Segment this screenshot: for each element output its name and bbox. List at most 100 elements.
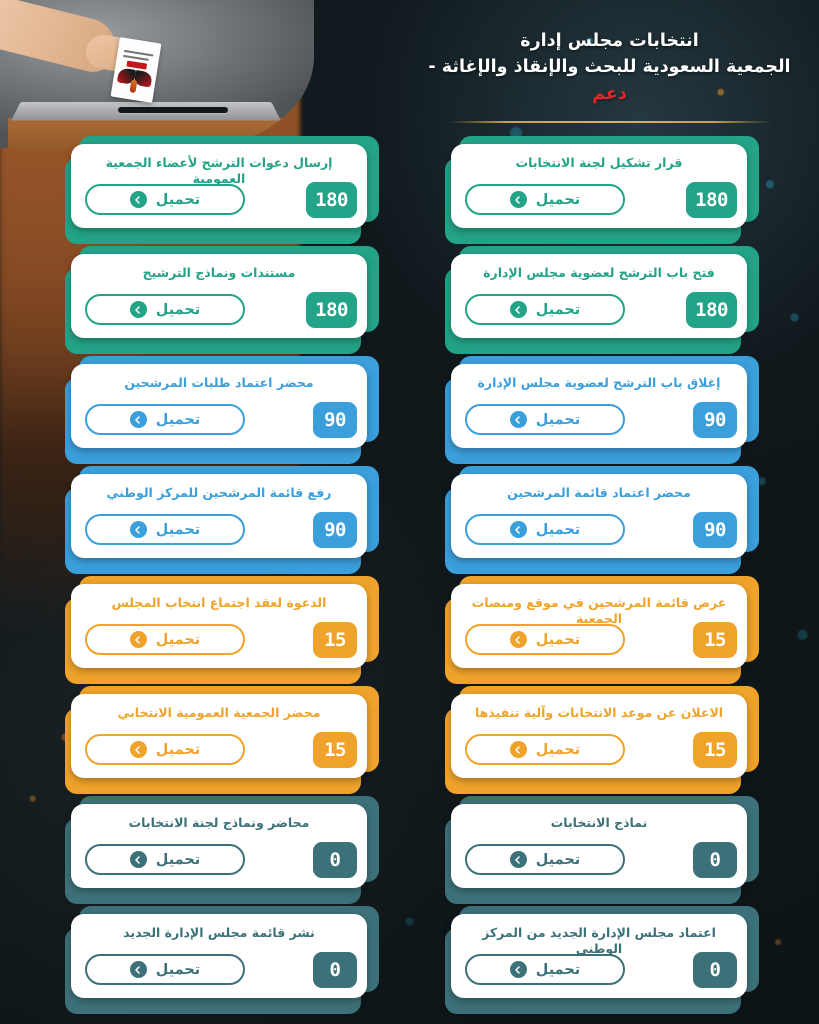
chevron-right-icon bbox=[129, 301, 147, 318]
document-card[interactable]: فتح باب الترشح لعضوية مجلس الإدارة 180 تحم… bbox=[437, 246, 759, 354]
download-button-label: تحميل bbox=[535, 301, 581, 318]
card-title: عرض قائمة المرشحين في موقع ومنصات الجمعي… bbox=[471, 595, 727, 626]
download-button[interactable]: تحميل bbox=[85, 734, 245, 765]
header-title-line2: الجمعية السعودية للبحث والإنقاذ والإغاثة… bbox=[428, 57, 791, 78]
document-card[interactable]: محاضر ونماذج لجنة الانتخابات 0 تحميل bbox=[57, 796, 379, 904]
document-card[interactable]: محضر اعتماد طلبات المرشحين 90 تحميل bbox=[57, 356, 379, 464]
card-title: رفع قائمة المرشحين للمركز الوطني bbox=[106, 485, 332, 500]
card-title: إغلاق باب الترشح لعضوية مجلس الإدارة bbox=[477, 375, 721, 390]
chevron-right-icon bbox=[129, 521, 147, 538]
download-button[interactable]: تحميل bbox=[85, 404, 245, 435]
download-button[interactable]: تحميل bbox=[465, 954, 625, 985]
download-button[interactable]: تحميل bbox=[85, 294, 245, 325]
download-button[interactable]: تحميل bbox=[85, 514, 245, 545]
document-card[interactable]: محضر الجمعية العمومية الانتخابي 15 تحميل bbox=[57, 686, 379, 794]
download-button[interactable]: تحميل bbox=[465, 514, 625, 545]
chevron-right-icon bbox=[129, 191, 147, 208]
card-surface[interactable]: الاعلان عن موعد الانتخابات وآلية تنفيذها… bbox=[451, 694, 747, 778]
card-surface[interactable]: إرسال دعوات الترشح لأعضاء الجمعية العموم… bbox=[71, 144, 367, 228]
card-count-badge: 180 bbox=[306, 182, 357, 218]
document-card[interactable]: نماذج الانتخابات 0 تحميل bbox=[437, 796, 759, 904]
card-title: مستندات ونماذج الترشيح bbox=[142, 265, 296, 280]
header-title-line1: انتخابات مجلس إدارة bbox=[520, 31, 699, 51]
card-count-badge: 15 bbox=[693, 732, 737, 768]
document-card[interactable]: قرار تشكيل لجنة الانتخابات 180 تحميل bbox=[437, 136, 759, 244]
download-button-label: تحميل bbox=[155, 521, 201, 538]
card-count-badge: 90 bbox=[693, 402, 737, 438]
download-button-label: تحميل bbox=[535, 521, 581, 538]
document-card[interactable]: إغلاق باب الترشح لعضوية مجلس الإدارة 90 تح… bbox=[437, 356, 759, 464]
document-card[interactable]: الاعلان عن موعد الانتخابات وآلية تنفيذها… bbox=[437, 686, 759, 794]
download-button[interactable]: تحميل bbox=[465, 294, 625, 325]
chevron-right-icon bbox=[509, 631, 527, 648]
card-count-badge: 0 bbox=[313, 842, 357, 878]
document-card[interactable]: الدعوة لعقد اجتماع انتخاب المجلس 15 تحميل bbox=[57, 576, 379, 684]
card-surface[interactable]: محاضر ونماذج لجنة الانتخابات 0 تحميل bbox=[71, 804, 367, 888]
document-card[interactable]: عرض قائمة المرشحين في موقع ومنصات الجمعي… bbox=[437, 576, 759, 684]
download-button-label: تحميل bbox=[535, 851, 581, 868]
download-button[interactable]: تحميل bbox=[465, 404, 625, 435]
download-button[interactable]: تحميل bbox=[85, 184, 245, 215]
document-card[interactable]: إرسال دعوات الترشح لأعضاء الجمعية العموم… bbox=[57, 136, 379, 244]
card-surface[interactable]: إغلاق باب الترشح لعضوية مجلس الإدارة 90 تح… bbox=[451, 364, 747, 448]
download-button[interactable]: تحميل bbox=[465, 844, 625, 875]
download-button-label: تحميل bbox=[155, 631, 201, 648]
card-count-badge: 180 bbox=[686, 182, 737, 218]
card-count-badge: 90 bbox=[693, 512, 737, 548]
card-title: محضر الجمعية العمومية الانتخابي bbox=[117, 705, 321, 720]
download-button-label: تحميل bbox=[535, 631, 581, 648]
card-surface[interactable]: نماذج الانتخابات 0 تحميل bbox=[451, 804, 747, 888]
card-count-badge: 0 bbox=[693, 842, 737, 878]
card-surface[interactable]: رفع قائمة المرشحين للمركز الوطني 90 تحميل bbox=[71, 474, 367, 558]
card-title: نشر قائمة مجلس الإدارة الجديد bbox=[123, 925, 315, 940]
download-button-label: تحميل bbox=[155, 411, 201, 428]
download-button[interactable]: تحميل bbox=[85, 844, 245, 875]
document-card[interactable]: رفع قائمة المرشحين للمركز الوطني 90 تحميل bbox=[57, 466, 379, 574]
download-button[interactable]: تحميل bbox=[85, 624, 245, 655]
card-count-badge: 15 bbox=[313, 732, 357, 768]
chevron-right-icon bbox=[129, 961, 147, 978]
download-button-label: تحميل bbox=[155, 741, 201, 758]
card-title: نماذج الانتخابات bbox=[550, 815, 648, 830]
document-card[interactable]: مستندات ونماذج الترشيح 180 تحميل bbox=[57, 246, 379, 354]
card-title: محاضر ونماذج لجنة الانتخابات bbox=[128, 815, 310, 830]
card-count-badge: 90 bbox=[313, 402, 357, 438]
chevron-right-icon bbox=[129, 851, 147, 868]
header-divider bbox=[448, 120, 771, 123]
card-count-badge: 180 bbox=[306, 292, 357, 328]
card-surface[interactable]: محضر اعتماد طلبات المرشحين 90 تحميل bbox=[71, 364, 367, 448]
download-button[interactable]: تحميل bbox=[85, 954, 245, 985]
card-title: الاعلان عن موعد الانتخابات وآلية تنفيذها bbox=[474, 705, 724, 720]
card-surface[interactable]: فتح باب الترشح لعضوية مجلس الإدارة 180 تحم… bbox=[451, 254, 747, 338]
download-button[interactable]: تحميل bbox=[465, 734, 625, 765]
download-button[interactable]: تحميل bbox=[465, 624, 625, 655]
card-surface[interactable]: عرض قائمة المرشحين في موقع ومنصات الجمعي… bbox=[451, 584, 747, 668]
card-surface[interactable]: محضر اعتماد قائمة المرشحين 90 تحميل bbox=[451, 474, 747, 558]
card-surface[interactable]: الدعوة لعقد اجتماع انتخاب المجلس 15 تحميل bbox=[71, 584, 367, 668]
card-title: إرسال دعوات الترشح لأعضاء الجمعية العموم… bbox=[105, 155, 333, 186]
download-button-label: تحميل bbox=[535, 741, 581, 758]
download-button[interactable]: تحميل bbox=[465, 184, 625, 215]
document-card[interactable]: محضر اعتماد قائمة المرشحين 90 تحميل bbox=[437, 466, 759, 574]
chevron-right-icon bbox=[509, 301, 527, 318]
chevron-right-icon bbox=[509, 521, 527, 538]
card-count-badge: 15 bbox=[693, 622, 737, 658]
document-card[interactable]: نشر قائمة مجلس الإدارة الجديد 0 تحميل bbox=[57, 906, 379, 1014]
card-count-badge: 180 bbox=[686, 292, 737, 328]
chevron-right-icon bbox=[129, 741, 147, 758]
card-count-badge: 15 bbox=[313, 622, 357, 658]
card-surface[interactable]: اعتماد مجلس الإدارة الجديد من المركز الو… bbox=[451, 914, 747, 998]
phoenix-body-icon bbox=[129, 79, 138, 94]
document-card[interactable]: اعتماد مجلس الإدارة الجديد من المركز الو… bbox=[437, 906, 759, 1014]
ballot-box-photo bbox=[0, 0, 314, 148]
ballot-box-slot bbox=[118, 107, 228, 113]
download-button-label: تحميل bbox=[155, 191, 201, 208]
download-button-label: تحميل bbox=[155, 301, 201, 318]
card-surface[interactable]: محضر الجمعية العمومية الانتخابي 15 تحميل bbox=[71, 694, 367, 778]
card-surface[interactable]: مستندات ونماذج الترشيح 180 تحميل bbox=[71, 254, 367, 338]
card-surface[interactable]: قرار تشكيل لجنة الانتخابات 180 تحميل bbox=[451, 144, 747, 228]
card-title: الدعوة لعقد اجتماع انتخاب المجلس bbox=[111, 595, 327, 610]
card-surface[interactable]: نشر قائمة مجلس الإدارة الجديد 0 تحميل bbox=[71, 914, 367, 998]
download-button-label: تحميل bbox=[155, 961, 201, 978]
